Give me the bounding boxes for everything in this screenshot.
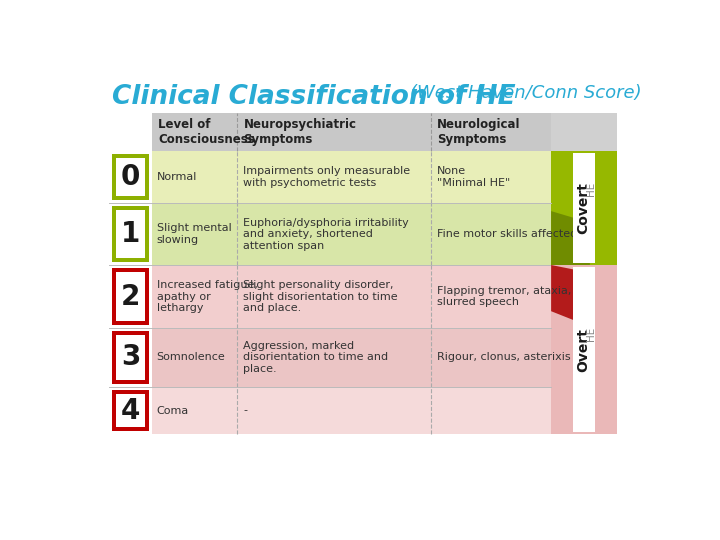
Text: 2: 2: [121, 282, 140, 310]
Text: 1: 1: [121, 220, 140, 248]
Text: Impairments only measurable
with psychometric tests: Impairments only measurable with psychom…: [243, 166, 410, 188]
Text: Neuropsychiatric
Symptoms: Neuropsychiatric Symptoms: [243, 118, 356, 146]
Bar: [551, 112, 617, 151]
Text: Normal: Normal: [157, 172, 197, 182]
Text: Clinical Classification of HE: Clinical Classification of HE: [112, 84, 516, 110]
Text: Coma: Coma: [157, 406, 189, 416]
Bar: [551, 151, 617, 265]
Bar: [551, 265, 617, 434]
Polygon shape: [551, 211, 590, 265]
Bar: [152, 265, 551, 328]
Bar: [152, 112, 551, 151]
Text: None
"Minimal HE": None "Minimal HE": [437, 166, 510, 188]
Text: Slight mental
slowing: Slight mental slowing: [157, 224, 231, 245]
Bar: [573, 153, 595, 262]
Text: 3: 3: [121, 343, 140, 372]
Text: HE: HE: [586, 327, 596, 341]
Bar: [117, 272, 145, 321]
Text: Increased fatigue,
apathy or
lethargy: Increased fatigue, apathy or lethargy: [157, 280, 258, 313]
Text: Overt: Overt: [576, 328, 590, 372]
Text: HE: HE: [586, 181, 596, 196]
Bar: [112, 268, 149, 325]
Text: Covert: Covert: [576, 182, 590, 234]
Text: Level of
Consciousness: Level of Consciousness: [158, 118, 255, 146]
Bar: [112, 206, 149, 262]
Bar: [117, 394, 145, 428]
Bar: [152, 387, 551, 434]
Bar: [152, 151, 551, 204]
Bar: [152, 204, 551, 265]
Text: (West Haven/Conn Score): (West Haven/Conn Score): [410, 84, 642, 102]
Bar: [573, 267, 595, 432]
Bar: [117, 210, 145, 258]
Polygon shape: [551, 265, 590, 327]
Text: Flapping tremor, ataxia,
slurred speech: Flapping tremor, ataxia, slurred speech: [437, 286, 572, 307]
Text: Rigour, clonus, asterixis: Rigour, clonus, asterixis: [437, 353, 571, 362]
Text: 4: 4: [121, 396, 140, 424]
Text: Fine motor skills affected: Fine motor skills affected: [437, 229, 577, 239]
Text: -: -: [243, 406, 248, 416]
Text: 0: 0: [121, 163, 140, 191]
Text: Neurological
Symptoms: Neurological Symptoms: [437, 118, 521, 146]
Bar: [112, 390, 149, 431]
Bar: [117, 158, 145, 197]
Bar: [112, 331, 149, 383]
Text: Slight personality disorder,
slight disorientation to time
and place.: Slight personality disorder, slight diso…: [243, 280, 398, 313]
Bar: [112, 154, 149, 200]
Text: Euphoria/dysphoria irritability
and anxiety, shortened
attention span: Euphoria/dysphoria irritability and anxi…: [243, 218, 409, 251]
Bar: [152, 328, 551, 387]
Text: Aggression, marked
disorientation to time and
place.: Aggression, marked disorientation to tim…: [243, 341, 389, 374]
Bar: [117, 335, 145, 380]
Text: Somnolence: Somnolence: [157, 353, 225, 362]
